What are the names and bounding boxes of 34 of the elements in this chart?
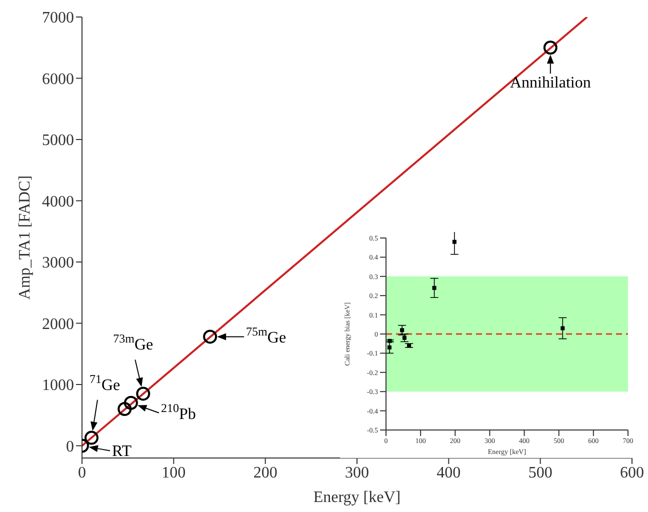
x-tick-label: 300 bbox=[345, 464, 369, 482]
point bbox=[136, 386, 150, 401]
x-tick-label: 100 bbox=[162, 464, 186, 482]
point bbox=[402, 336, 406, 340]
point bbox=[452, 240, 456, 244]
y-tick-label: 1000 bbox=[42, 377, 74, 394]
point bbox=[560, 326, 565, 330]
point bbox=[124, 396, 138, 410]
annotation: RT bbox=[112, 442, 132, 460]
annotation: $^{73m}$Ge bbox=[113, 332, 154, 354]
annotation: Annihilation bbox=[510, 74, 591, 92]
x-tick-label: 500 bbox=[528, 464, 552, 482]
point bbox=[203, 330, 218, 344]
point bbox=[543, 40, 558, 55]
annotation: $^{75m}$Ge bbox=[246, 324, 286, 347]
annotation: $^{71}$Ge bbox=[90, 372, 120, 394]
point bbox=[84, 430, 99, 445]
y-tick-label: 2000 bbox=[42, 316, 74, 333]
point bbox=[118, 402, 132, 416]
point bbox=[400, 328, 404, 332]
y-tick-label: 4000 bbox=[42, 193, 74, 210]
annotation: $^{210}$Pb bbox=[160, 400, 196, 423]
y-tick-label: 3000 bbox=[42, 254, 74, 272]
x-tick-label: 400 bbox=[436, 464, 461, 482]
x-axis-title: Energy [keV] bbox=[313, 489, 401, 506]
y-axis-title: Amp_TA1 [FADC] bbox=[16, 175, 34, 300]
point bbox=[432, 286, 436, 290]
x-tick-label: 600 bbox=[620, 464, 644, 482]
y-tick-label: 7000 bbox=[42, 10, 74, 27]
x-tick-label: 0 bbox=[78, 464, 86, 482]
point bbox=[387, 345, 392, 350]
x-tick-label: 200 bbox=[253, 464, 278, 482]
y-tick-label: 5000 bbox=[42, 132, 74, 150]
y-tick-label: 6000 bbox=[42, 70, 74, 88]
